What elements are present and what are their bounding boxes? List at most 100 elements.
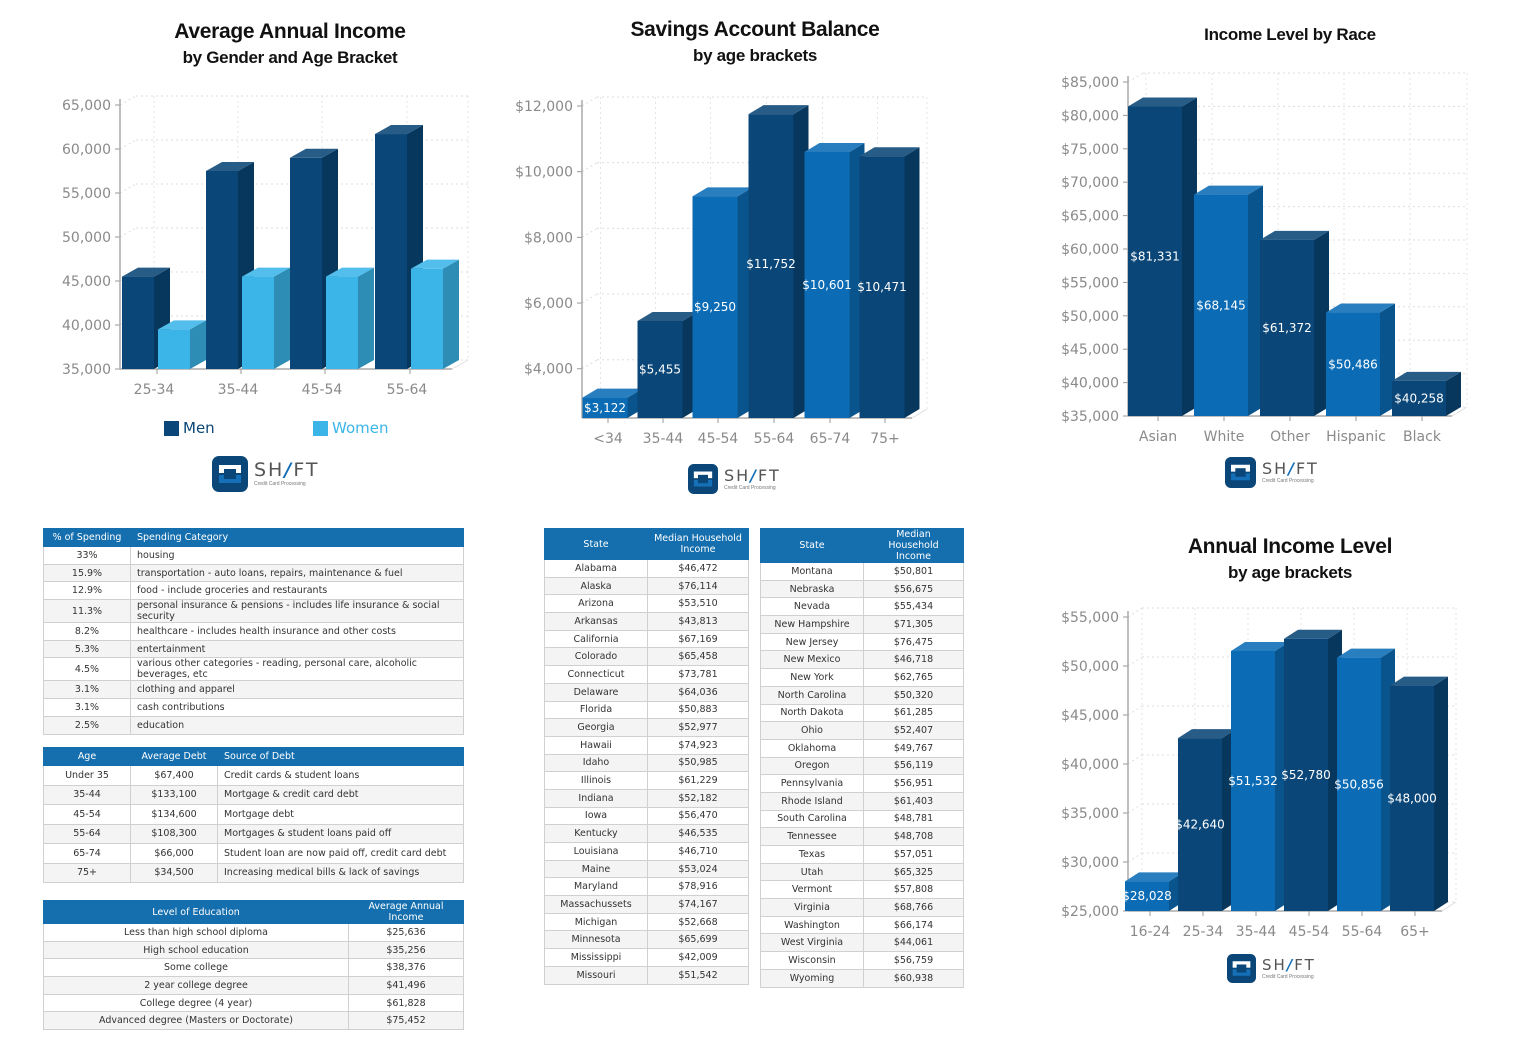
table-row: Iowa $56,470: [544, 806, 749, 826]
table-cell: $61,285: [863, 703, 964, 723]
col-header: % of Spending: [43, 528, 131, 547]
bar-top: [1128, 97, 1197, 107]
logo-brand: SH/FT: [1262, 955, 1316, 974]
table-row: New Hampshire $71,305: [760, 615, 964, 634]
table-cell: $46,472: [647, 559, 749, 578]
x-tick-label: 55-64: [387, 382, 428, 398]
table-row: 11.3% personal insurance & pensions - inc…: [43, 599, 464, 624]
table-row: Under 35 $67,400 Credit cards & student lo…: [43, 765, 464, 786]
table-row: 12.9% food - include groceries and restau…: [43, 581, 464, 601]
col-header: Median Household Income: [647, 528, 749, 560]
bar-top: [1337, 648, 1395, 658]
y-tick-label: $50,000: [1061, 309, 1119, 325]
table-cell: College degree (4 year): [43, 993, 349, 1013]
bar-side: [1248, 185, 1263, 416]
table-cell: 3.1%: [43, 680, 131, 700]
bar-top: [1231, 641, 1289, 651]
bar-side: [1182, 97, 1197, 417]
table-cell: Florida: [544, 700, 648, 720]
y-tick-label: $55,000: [1061, 610, 1119, 626]
table-cell: $78,916: [647, 877, 749, 897]
table-cell: $55,434: [863, 597, 964, 617]
table-cell: North Dakota: [760, 703, 864, 723]
chart4-title: Annual Income Level: [1187, 535, 1393, 558]
gridline: [1127, 72, 1144, 83]
table-cell: Less than high school diploma: [43, 923, 349, 942]
bar-front: [1231, 650, 1275, 911]
table-row: Arkansas $43,813: [544, 612, 749, 631]
y-tick-label: $10,000: [515, 165, 573, 181]
y-tick-label: 45,000: [62, 274, 111, 290]
table-cell: Wisconsin: [760, 951, 864, 970]
table-cell: $56,759: [863, 951, 964, 970]
table-cell: $108,300: [130, 823, 218, 844]
table-cell: $51,542: [647, 965, 749, 985]
table-cell: Idaho: [544, 753, 648, 773]
bar-front: [582, 397, 628, 418]
table-row: Delaware $64,036: [544, 682, 749, 702]
y-tick-label: $85,000: [1061, 75, 1119, 91]
spending-table: % of Spending Spending Category 33% housin…: [43, 528, 464, 735]
gridline: [1127, 754, 1143, 765]
data-label: $5,455: [639, 362, 681, 376]
table-cell: education: [130, 715, 464, 735]
table-cell: $62,765: [863, 668, 964, 687]
table-row: Wisconsin $56,759: [760, 951, 964, 970]
bar-front: [859, 156, 905, 418]
table-row: Nebraska $56,675: [760, 579, 964, 599]
education-table: Level of Education Average Annual Income …: [43, 900, 464, 1031]
chart1-title-block: Average Annual Income by Gender and Age …: [90, 20, 490, 68]
table-cell: Nevada: [760, 597, 864, 617]
gridline: [581, 359, 598, 370]
shift-logo-icon: [212, 456, 248, 492]
x-tick-label: Black: [1403, 429, 1442, 445]
table-row: Pennsylvania $56,951: [760, 774, 964, 793]
table-row: Arizona $53,510: [544, 594, 749, 614]
table-cell: Under 35: [43, 765, 131, 786]
data-label: $3,122: [584, 401, 626, 415]
table-row: West Virginia $44,061: [760, 933, 964, 953]
x-tick-label: 65-74: [810, 431, 851, 447]
legend-item-women: Women: [313, 419, 388, 437]
table-row: 45-54 $134,600 Mortgage debt: [43, 804, 464, 825]
chart4-subtitle: by age brackets: [1227, 563, 1352, 582]
bar-front: [1284, 638, 1328, 911]
y-tick-label: $40,000: [1061, 376, 1119, 392]
gridline: [119, 183, 137, 194]
table-row: Maine $53,024: [544, 859, 749, 879]
table-row: 75+ $34,500 Increasing medical bills & lac…: [43, 862, 464, 883]
y-tick-label: $55,000: [1061, 275, 1119, 291]
table-cell: $50,883: [647, 700, 749, 720]
bar-top: [242, 267, 290, 277]
floor-edge: [1441, 901, 1457, 912]
table-cell: Illinois: [544, 771, 648, 790]
col-header: State: [544, 528, 648, 560]
table-row: Colorado $65,458: [544, 647, 749, 667]
table-cell: Mortgage debt: [217, 804, 464, 825]
chart1-subtitle: by Gender and Age Bracket: [182, 48, 398, 67]
table-cell: $52,977: [647, 718, 749, 737]
bar-side: [1434, 676, 1448, 911]
table-cell: $65,699: [647, 930, 749, 950]
bar-side: [1380, 303, 1395, 416]
table-row: Wyoming $60,938: [760, 968, 964, 988]
bar-front: [1337, 657, 1381, 911]
table-row: 15.9% transportation - auto loans, repair…: [43, 563, 464, 583]
table-cell: Kentucky: [544, 824, 648, 843]
bar: [122, 267, 170, 369]
data-label: $10,471: [857, 280, 907, 294]
table-cell: healthcare - includes health insurance a…: [130, 622, 464, 641]
table-cell: Arkansas: [544, 612, 648, 631]
table-row: Alabama $46,472: [544, 559, 749, 578]
y-tick-label: $70,000: [1061, 175, 1119, 191]
y-tick-label: 35,000: [62, 362, 111, 378]
table-row: Maryland $78,916: [544, 877, 749, 897]
table-row: Illinois $61,229: [544, 771, 749, 790]
table-row: Alaska $76,114: [544, 576, 749, 596]
table-cell: Texas: [760, 845, 864, 864]
y-tick-label: $6,000: [524, 296, 573, 312]
table-cell: 65-74: [43, 843, 131, 864]
x-tick-label: 35-44: [218, 382, 259, 398]
table-cell: $52,407: [863, 721, 964, 740]
table-row: North Dakota $61,285: [760, 703, 964, 723]
